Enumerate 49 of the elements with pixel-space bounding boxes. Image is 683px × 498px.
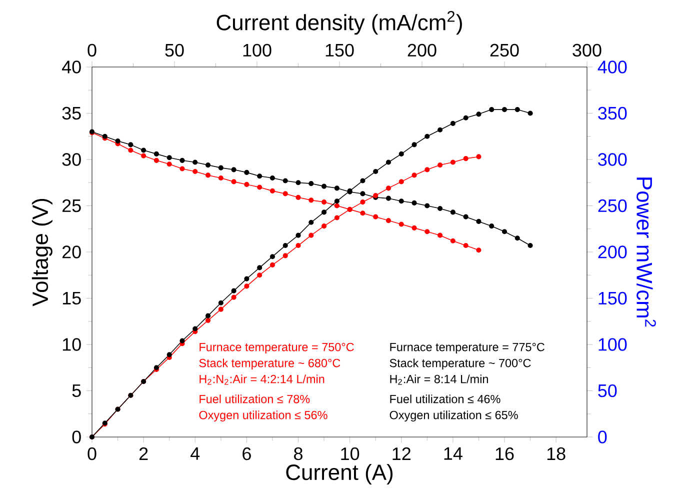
x-axis-title: Current (A) — [286, 464, 392, 484]
annotation: Fuel utilization ≤ 46% — [390, 394, 500, 404]
x2-tick-label: 100 — [243, 44, 272, 57]
y2-tick-label: 150 — [598, 292, 627, 305]
x2-tick-label: 300 — [572, 44, 602, 57]
annotation: Oxygen utilization ≤ 56% — [199, 410, 328, 422]
y2-tick-label: 100 — [598, 338, 627, 351]
y2-tick-label: 350 — [598, 106, 627, 120]
y2-tick-label: 50 — [598, 384, 617, 398]
annotation: Furnace temperature = 750°C — [200, 342, 354, 354]
x-tick-label: 2 — [139, 447, 148, 460]
annotation: H$_{2}$:Air = 8:14 L/min — [390, 374, 488, 385]
y2-tick-label: 300 — [598, 153, 627, 166]
y2-tick-label: 200 — [598, 246, 627, 258]
x-tick-label: 8 — [294, 447, 302, 460]
annotation: Stack temperature ~ 680°C — [199, 358, 340, 370]
y-tick-label: 15 — [62, 292, 81, 305]
annotation: H$_{2}$:N$_{2}$:Air = 4:2:14 L/min — [200, 374, 324, 385]
x2-tick-label: 250 — [490, 44, 519, 57]
y-tick-label: 30 — [62, 153, 81, 166]
y2-tick-label: 250 — [598, 199, 627, 212]
x2-axis-title: Current density (mA/cm$^{2}$) — [216, 11, 462, 35]
y-tick-label: 35 — [62, 106, 81, 120]
x-tick-label: 14 — [444, 447, 462, 460]
annotation: Stack temperature ~ 700°C — [390, 358, 531, 370]
y-tick-label: 10 — [62, 338, 81, 351]
x2-tick-label: 0 — [88, 44, 96, 57]
x-tick-label: 6 — [242, 447, 251, 460]
x-tick-label: 18 — [547, 447, 566, 460]
y-axis-title: Voltage (V) — [32, 198, 52, 306]
annotation: Fuel utilization ≤ 78% — [200, 394, 310, 404]
x-tick-label: 10 — [341, 447, 360, 460]
y2-axis-title: Power mW/cm$^{2}$ — [636, 178, 656, 327]
x-tick-label: 0 — [88, 447, 96, 460]
y2-tick-label: 0 — [598, 430, 607, 444]
annotation: Oxygen utilization ≤ 65% — [390, 410, 518, 422]
y2-tick-label: 400 — [598, 60, 627, 74]
y-tick-label: 5 — [72, 384, 81, 398]
y-tick-label: 20 — [62, 246, 81, 258]
y-tick-label: 40 — [62, 60, 81, 74]
x2-tick-label: 150 — [326, 44, 354, 57]
y-tick-label: 25 — [62, 199, 81, 212]
annotation: Furnace temperature = 775°C — [390, 342, 544, 354]
x-tick-label: 16 — [496, 447, 514, 460]
x2-tick-label: 200 — [408, 44, 436, 57]
x-tick-label: 4 — [190, 447, 200, 460]
x2-tick-label: 50 — [165, 44, 184, 57]
x-tick-label: 12 — [392, 447, 410, 460]
y-tick-label: 0 — [72, 430, 81, 444]
